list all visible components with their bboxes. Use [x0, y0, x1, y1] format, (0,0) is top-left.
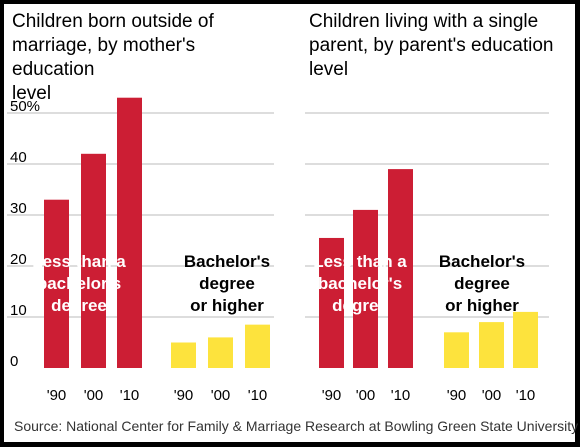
x-tick-label: '10 [120, 387, 140, 404]
series-label-less-than-bachelor: bachelor's [37, 274, 121, 293]
bar-bachelor-or-higher [444, 332, 469, 368]
y-tick-label: 10 [10, 302, 27, 319]
y-tick-label: 20 [10, 251, 27, 268]
x-tick-label: '00 [482, 387, 502, 404]
series-label-less-than-bachelor: Less than a [32, 252, 126, 271]
x-tick-label: '90 [47, 387, 67, 404]
left-chart-title: Children born outside of marriage, by mo… [12, 11, 214, 104]
bar-bachelor-or-higher [171, 342, 196, 368]
x-tick-label: '10 [516, 387, 536, 404]
bar-less-than-bachelor [353, 209, 378, 368]
right-chart-title: Children living with a single parent, by… [309, 11, 554, 80]
x-tick-label: '10 [248, 387, 268, 404]
bar-bachelor-or-higher [479, 322, 504, 368]
bar-less-than-bachelor [388, 169, 413, 368]
series-label-less-than-bachelor: degree [51, 296, 107, 315]
series-label-less-than-bachelor: bachelor's [318, 274, 402, 293]
source-note: Source: National Center for Family & Mar… [14, 418, 579, 434]
bar-less-than-bachelor [81, 153, 106, 368]
bar-less-than-bachelor [117, 97, 142, 368]
bar-bachelor-or-higher [245, 324, 270, 368]
y-tick-label: 50% [10, 98, 40, 115]
series-label-bachelor-or-higher: Bachelor's [184, 252, 270, 271]
x-tick-label: '00 [356, 387, 376, 404]
chart-frame: Children born outside of marriage, by mo… [4, 4, 579, 442]
bar-bachelor-or-higher [513, 311, 538, 368]
x-tick-label: '00 [84, 387, 104, 404]
series-label-bachelor-or-higher: degree [454, 274, 510, 293]
x-tick-label: '10 [391, 387, 411, 404]
y-tick-label: 30 [10, 200, 27, 217]
bar-less-than-bachelor [44, 199, 69, 368]
y-tick-label: 40 [10, 149, 27, 166]
charts-svg: 0 10 20 30 40 50% '90 '00 '10 '90 '00 '10 Less than … [7, 97, 549, 404]
bar-less-than-bachelor [319, 237, 344, 368]
series-label-bachelor-or-higher: or higher [190, 296, 264, 315]
x-tick-label: '90 [447, 387, 467, 404]
bar-bachelor-or-higher [208, 337, 233, 368]
series-label-bachelor-or-higher: Bachelor's [439, 252, 525, 271]
series-label-less-than-bachelor: degree [332, 296, 388, 315]
y-tick-label: 0 [10, 353, 18, 370]
series-label-bachelor-or-higher: degree [199, 274, 255, 293]
series-label-less-than-bachelor: Less than a [313, 252, 407, 271]
x-tick-label: '90 [174, 387, 194, 404]
x-tick-label: '00 [211, 387, 231, 404]
series-label-bachelor-or-higher: or higher [445, 296, 519, 315]
x-tick-label: '90 [322, 387, 342, 404]
